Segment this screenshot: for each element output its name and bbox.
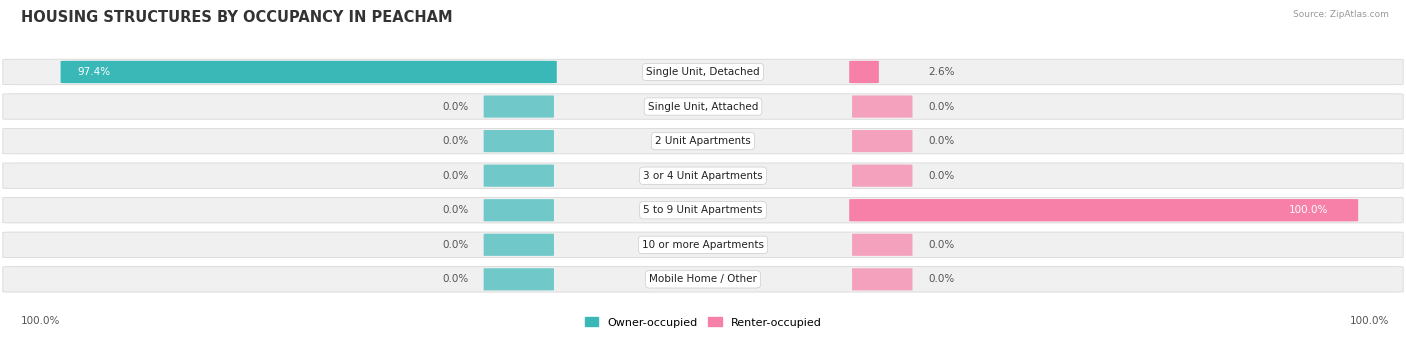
Text: 0.0%: 0.0% (928, 136, 955, 146)
Text: 100.0%: 100.0% (21, 315, 60, 326)
FancyBboxPatch shape (3, 128, 1403, 154)
FancyBboxPatch shape (3, 232, 1403, 257)
FancyBboxPatch shape (3, 197, 1403, 223)
Text: Source: ZipAtlas.com: Source: ZipAtlas.com (1294, 10, 1389, 19)
FancyBboxPatch shape (484, 268, 554, 291)
Text: 0.0%: 0.0% (441, 240, 468, 250)
FancyBboxPatch shape (852, 130, 912, 152)
FancyBboxPatch shape (484, 95, 554, 118)
FancyBboxPatch shape (3, 59, 1403, 85)
FancyBboxPatch shape (852, 165, 912, 187)
FancyBboxPatch shape (484, 130, 554, 152)
FancyBboxPatch shape (849, 61, 879, 83)
Text: 0.0%: 0.0% (928, 102, 955, 112)
Text: 10 or more Apartments: 10 or more Apartments (643, 240, 763, 250)
Text: 0.0%: 0.0% (928, 170, 955, 181)
FancyBboxPatch shape (3, 163, 1403, 188)
Text: 0.0%: 0.0% (441, 170, 468, 181)
Text: 2.6%: 2.6% (928, 67, 955, 77)
Text: 2 Unit Apartments: 2 Unit Apartments (655, 136, 751, 146)
Text: 3 or 4 Unit Apartments: 3 or 4 Unit Apartments (643, 170, 763, 181)
FancyBboxPatch shape (484, 165, 554, 187)
Text: 100.0%: 100.0% (1289, 205, 1329, 215)
FancyBboxPatch shape (852, 95, 912, 118)
Text: Mobile Home / Other: Mobile Home / Other (650, 275, 756, 284)
Text: 0.0%: 0.0% (441, 136, 468, 146)
FancyBboxPatch shape (849, 199, 1358, 221)
FancyBboxPatch shape (852, 268, 912, 291)
Text: 97.4%: 97.4% (77, 67, 111, 77)
Text: 0.0%: 0.0% (441, 102, 468, 112)
FancyBboxPatch shape (60, 61, 557, 83)
FancyBboxPatch shape (3, 94, 1403, 119)
FancyBboxPatch shape (484, 199, 554, 221)
Text: HOUSING STRUCTURES BY OCCUPANCY IN PEACHAM: HOUSING STRUCTURES BY OCCUPANCY IN PEACH… (21, 10, 453, 25)
Text: 0.0%: 0.0% (441, 275, 468, 284)
Legend: Owner-occupied, Renter-occupied: Owner-occupied, Renter-occupied (581, 313, 825, 332)
Text: 100.0%: 100.0% (1350, 315, 1389, 326)
FancyBboxPatch shape (3, 267, 1403, 292)
FancyBboxPatch shape (852, 234, 912, 256)
Text: 5 to 9 Unit Apartments: 5 to 9 Unit Apartments (644, 205, 762, 215)
FancyBboxPatch shape (484, 234, 554, 256)
Text: 0.0%: 0.0% (928, 275, 955, 284)
Text: Single Unit, Detached: Single Unit, Detached (647, 67, 759, 77)
Text: 0.0%: 0.0% (928, 240, 955, 250)
Text: Single Unit, Attached: Single Unit, Attached (648, 102, 758, 112)
Text: 0.0%: 0.0% (441, 205, 468, 215)
